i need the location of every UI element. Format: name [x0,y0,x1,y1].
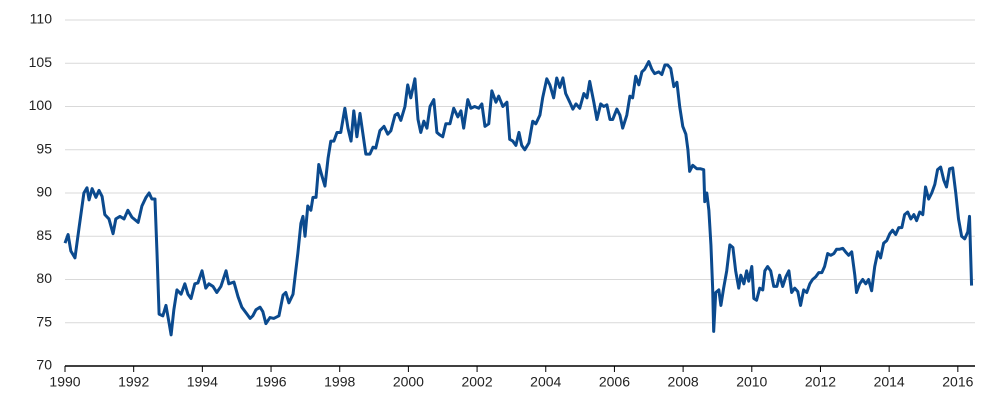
y-tick-label: 110 [30,11,53,27]
y-tick-label: 100 [29,97,53,113]
x-tick-label: 2002 [461,374,492,390]
y-tick-label: 80 [36,270,52,286]
x-tick-label: 2016 [942,374,973,390]
y-tick-label: 75 [36,313,52,329]
y-tick-label: 105 [29,54,53,70]
x-tick-label: 2014 [874,374,905,390]
x-tick-label: 2006 [599,374,630,390]
x-tick-label: 1996 [255,374,286,390]
y-tick-label: 85 [36,227,52,243]
x-tick-label: 1998 [324,374,355,390]
y-tick-label: 95 [36,140,52,156]
data-line [63,60,974,337]
y-tick-label: 70 [36,357,52,373]
x-tick-label: 2008 [668,374,699,390]
x-tick-label: 1992 [118,374,149,390]
y-tick-label: 90 [36,184,52,200]
x-tick-label: 2010 [736,374,767,390]
x-tick-label: 2000 [393,374,424,390]
x-tick-label: 1990 [49,374,80,390]
x-tick-label: 2012 [805,374,836,390]
x-tick-label: 2004 [530,374,561,390]
x-tick-label: 1994 [187,374,218,390]
